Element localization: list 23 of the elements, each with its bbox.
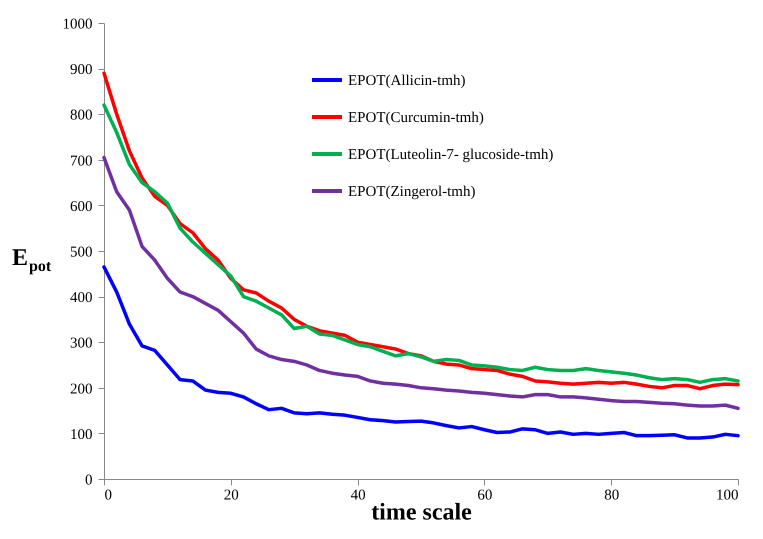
x-tick-label: 20 — [224, 488, 239, 504]
y-tick-label: 300 — [70, 336, 92, 352]
legend-label: EPOT(Allicin-tmh) — [348, 73, 466, 89]
y-tick-label: 400 — [70, 290, 92, 306]
x-tick-label: 60 — [477, 488, 492, 504]
x-tick-label: 40 — [350, 488, 366, 504]
x-tick-label: 100 — [716, 488, 738, 504]
legend-label: EPOT(Curcumin-tmh) — [348, 110, 484, 126]
y-tick-label: 900 — [70, 62, 92, 78]
y-tick-label: 600 — [70, 198, 92, 215]
legend-label: EPOT(Luteolin-7- glucoside-tmh) — [348, 147, 554, 163]
x-axis-title: time scale — [371, 500, 472, 526]
y-tick-label: 500 — [70, 244, 92, 260]
y-tick-label: 700 — [70, 153, 92, 170]
x-tick-label: 0 — [104, 488, 112, 504]
x-tick-label: 80 — [604, 488, 620, 504]
y-tick-label: 200 — [70, 381, 92, 398]
legend-label: EPOT(Zingerol-tmh) — [348, 184, 476, 200]
line-series — [102, 265, 740, 440]
y-tick-label: 100 — [70, 426, 92, 443]
y-tick-label: 1000 — [62, 16, 92, 32]
y-tick-label: 800 — [70, 108, 92, 124]
y-tick-label: 0 — [85, 472, 92, 488]
